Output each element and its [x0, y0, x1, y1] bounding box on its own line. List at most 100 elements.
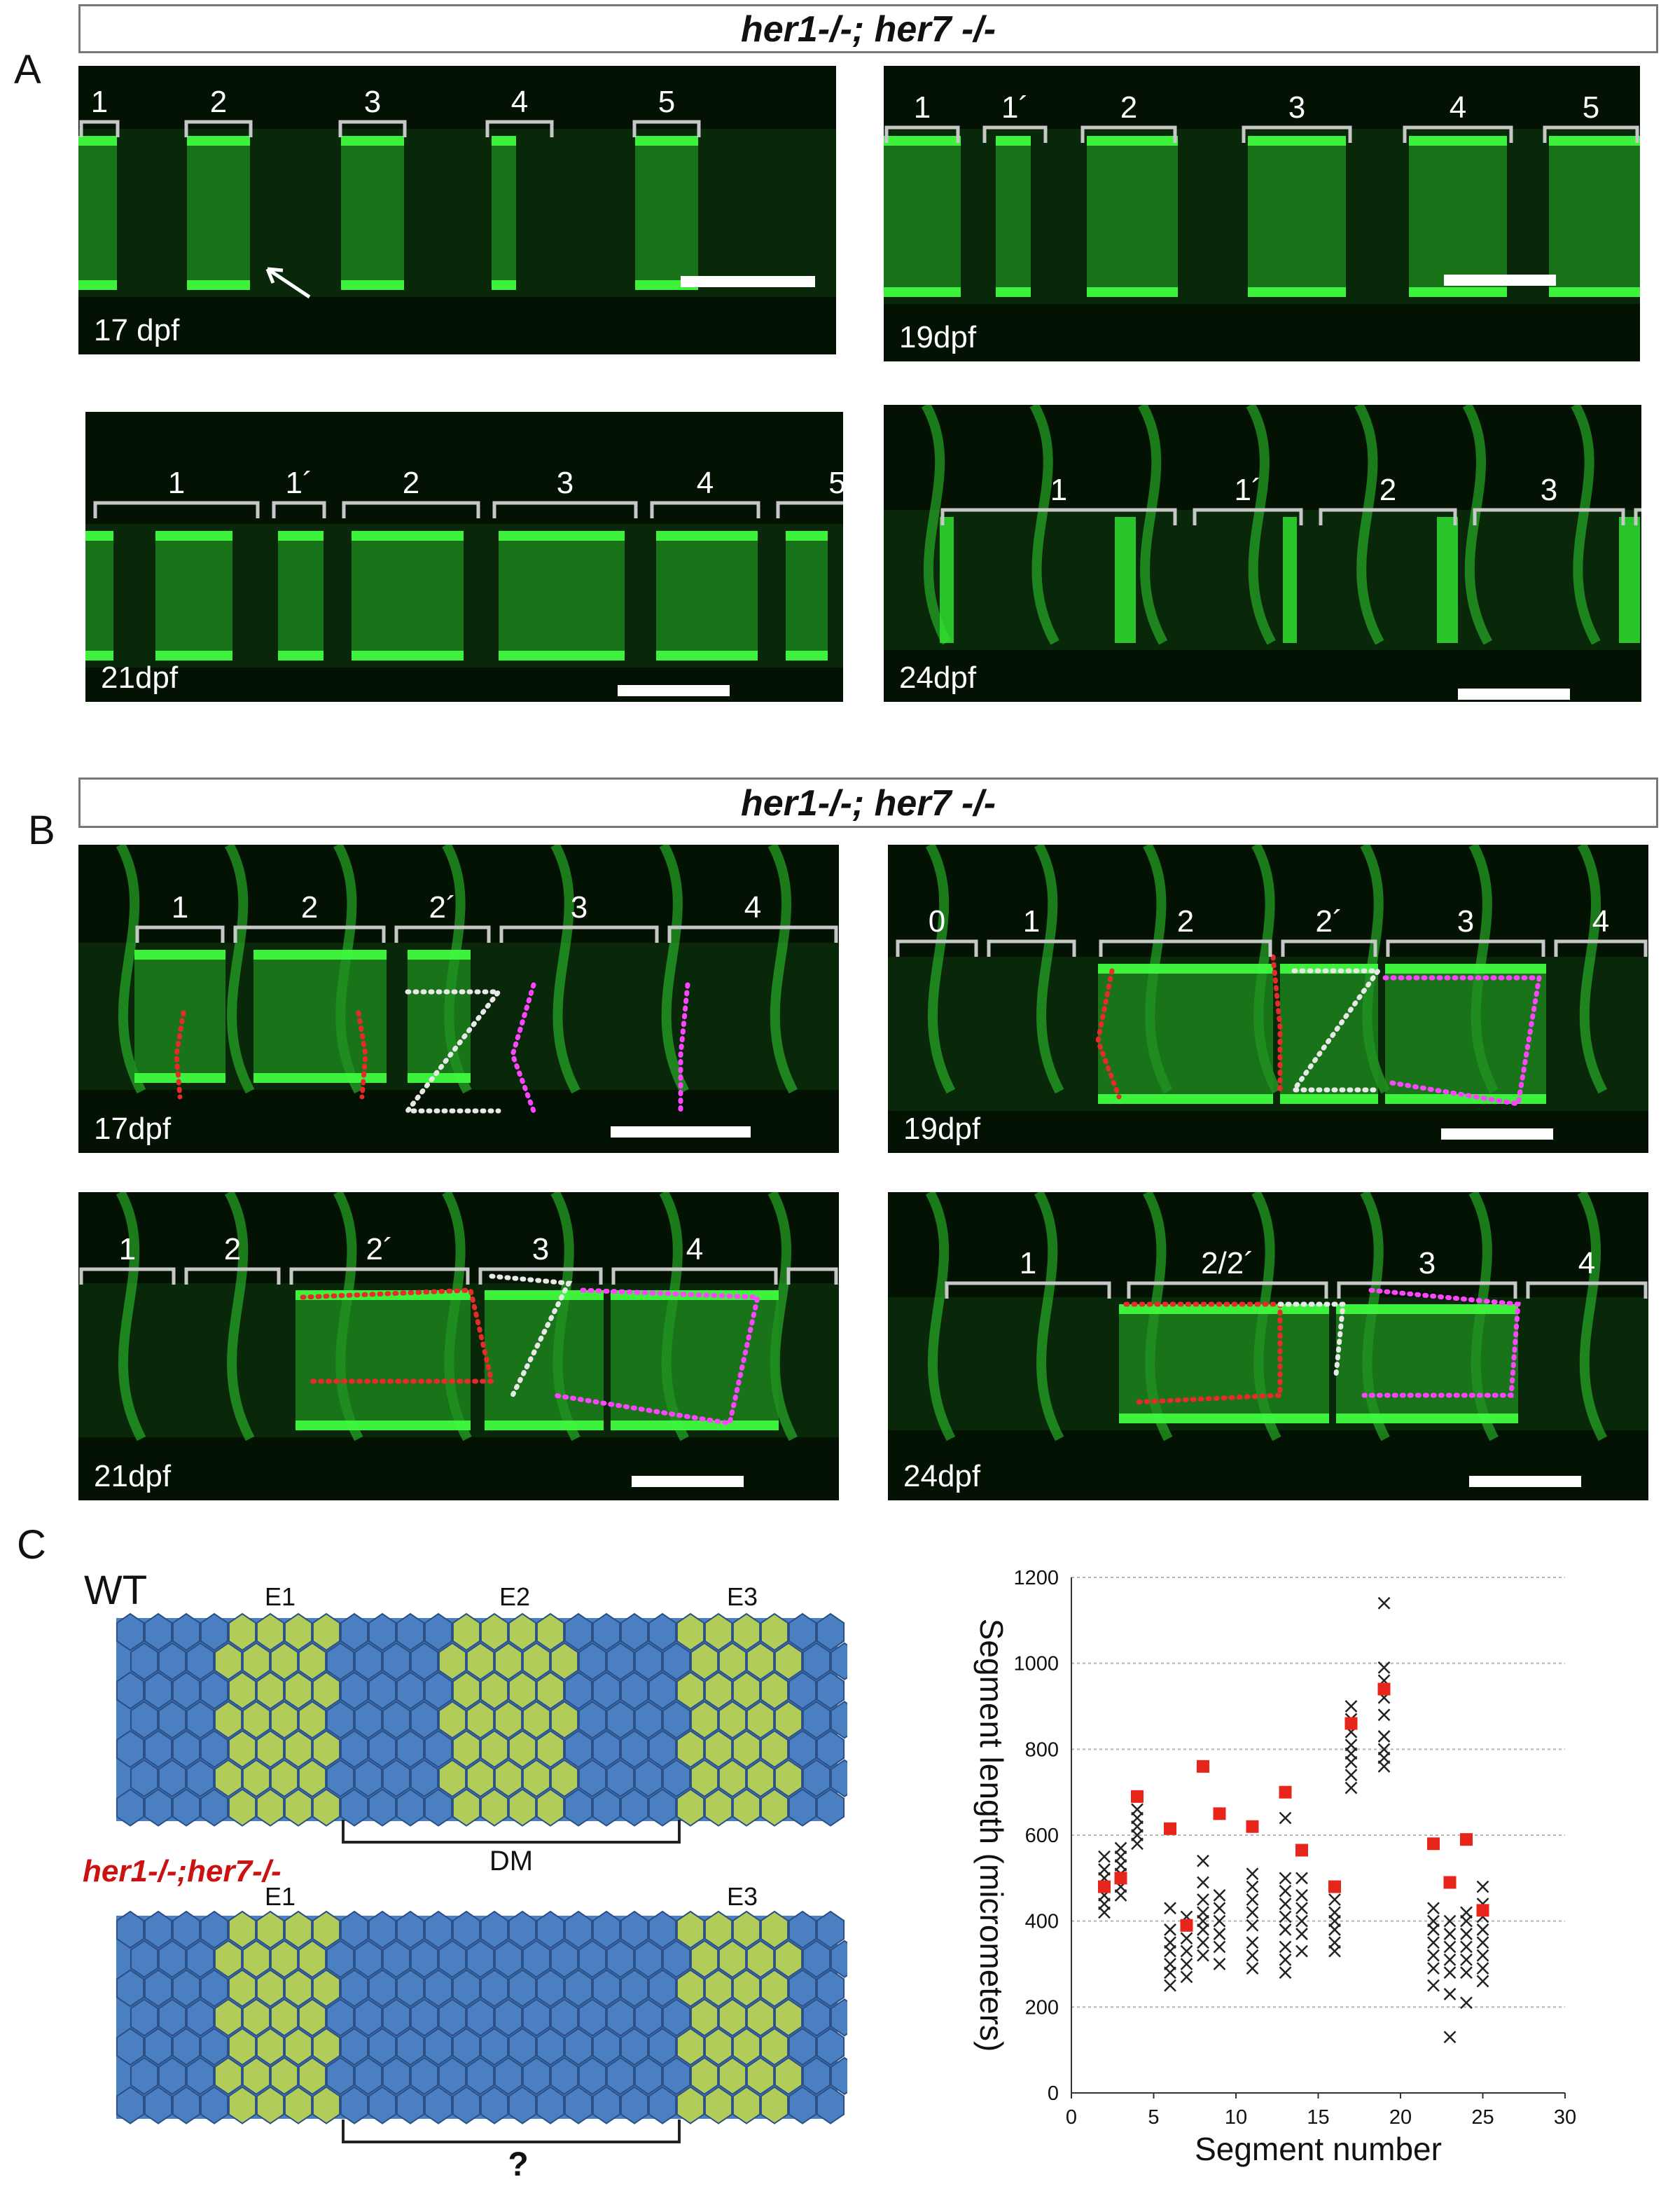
fibre-strand: [1246, 405, 1276, 645]
data-point: [1427, 1914, 1440, 1928]
cell: [620, 1612, 649, 1652]
cell: [284, 2086, 313, 2124]
mutant-label: her1-/-;her7-/-: [83, 1854, 282, 1888]
data-point: [1328, 1906, 1341, 1919]
segment-label: 1´: [285, 466, 312, 500]
y-tick-label: 800: [1025, 1739, 1059, 1761]
segment-tissue: [1098, 964, 1273, 1104]
segment-tissue: [492, 136, 516, 290]
data-point: [1295, 1902, 1308, 1915]
cell: [354, 1701, 383, 1739]
data-point: [1279, 1872, 1292, 1885]
cell: [382, 1998, 411, 2037]
segment-label: 1´: [1001, 90, 1029, 125]
cell: [760, 1671, 789, 1710]
cell: [368, 1612, 397, 1652]
data-point: [1460, 1953, 1473, 1966]
cell: [256, 1910, 285, 1949]
data-point: [1246, 1949, 1259, 1962]
cell: [270, 1701, 299, 1739]
cell: [494, 1759, 523, 1798]
cell: [564, 2086, 593, 2124]
cell: [592, 1671, 621, 1710]
fibre-strand: [767, 1192, 798, 1442]
cell: [298, 1998, 327, 2037]
x-tick-label: 10: [1225, 2106, 1247, 2129]
cell: [144, 1671, 173, 1710]
cell: [424, 1910, 453, 1949]
cell: [620, 2027, 649, 2066]
segment-label: 5: [1583, 90, 1599, 125]
cell: [144, 1969, 173, 2007]
segment-tissue: [85, 531, 113, 661]
cell: [130, 2057, 159, 2096]
cell: [648, 2027, 677, 2066]
data-point: [1427, 1962, 1440, 1975]
cell: [732, 1612, 761, 1652]
cell: [228, 1969, 257, 2007]
cell: [466, 1759, 495, 1798]
cell: [536, 1788, 565, 1827]
cell: [732, 2086, 761, 2124]
cell: [466, 1998, 495, 2037]
cell: [662, 1998, 691, 2037]
cell: [298, 2057, 327, 2096]
cell: [662, 1759, 691, 1798]
data-point: [1377, 1661, 1391, 1674]
fibre-strand: [1034, 845, 1064, 1094]
segment-label: 1: [119, 1232, 136, 1266]
data-point: [1427, 1949, 1440, 1962]
segment-bracket: [485, 120, 554, 137]
panel-b-label: B: [28, 808, 55, 853]
data-point: [1164, 1958, 1176, 1970]
cell: [200, 1729, 229, 1769]
cell: [578, 1701, 607, 1739]
cell: [270, 1759, 299, 1798]
cell: [578, 1998, 607, 2037]
data-point: [1164, 1902, 1176, 1915]
cell: [284, 2027, 313, 2066]
cell: [550, 1940, 579, 1979]
data-point: [1279, 1884, 1292, 1898]
cell: [788, 2027, 817, 2066]
segment-bracket: [1193, 508, 1303, 525]
data-point: [1197, 1906, 1209, 1919]
cell: [760, 1612, 789, 1652]
data-point: [1197, 1876, 1209, 1889]
cell: [438, 1642, 467, 1681]
cell: [410, 1701, 439, 1739]
segment-label: 4: [1450, 90, 1466, 125]
cell: [298, 1940, 327, 1979]
data-point: [1114, 1841, 1127, 1855]
segment-tissue: [884, 136, 961, 297]
data-point: [1328, 1936, 1341, 1949]
cell: [158, 1642, 187, 1681]
data-point: [1213, 1888, 1226, 1902]
cell: [536, 1612, 565, 1652]
cell: [802, 1759, 831, 1798]
panel-a-label: A: [14, 47, 41, 92]
data-point: [1476, 1880, 1489, 1893]
segment-tissue: [134, 950, 225, 1083]
cell: [620, 2086, 649, 2124]
cell: [508, 1910, 537, 1949]
cell: [228, 1612, 257, 1652]
segment-label: 4: [686, 1232, 703, 1266]
cell: [424, 1788, 453, 1827]
data-point: [1180, 1970, 1193, 1984]
cell: [158, 1701, 187, 1739]
segment-label: 2: [224, 1232, 241, 1266]
mean-point: [1460, 1833, 1473, 1846]
cell: [760, 1729, 789, 1769]
cell: [592, 1612, 621, 1652]
segment-outline: [678, 982, 690, 1114]
cell: [550, 1759, 579, 1798]
cell: [228, 2086, 257, 2124]
cell: [326, 1940, 355, 1979]
mean-point: [1164, 1822, 1176, 1835]
cell: [816, 1671, 845, 1710]
segment-bracket: [478, 1267, 603, 1285]
mean-point: [1279, 1785, 1292, 1799]
cell: [354, 1940, 383, 1979]
cell: [214, 1642, 243, 1681]
